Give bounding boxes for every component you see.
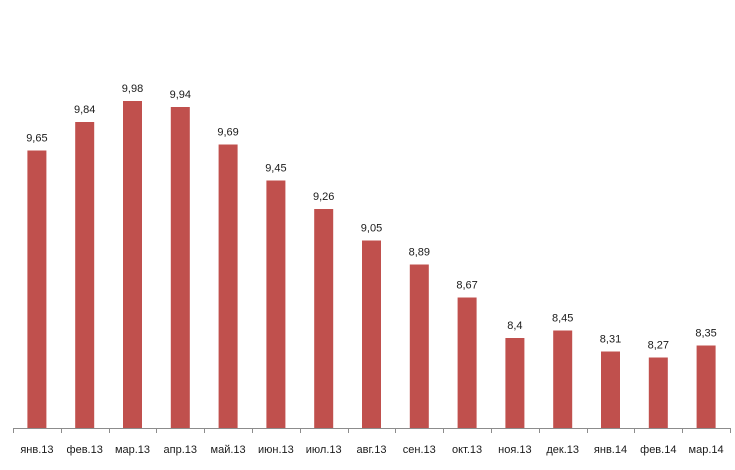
bar (266, 180, 286, 428)
x-tick-label: авг.13 (357, 444, 387, 456)
bar-value-label: 8,4 (507, 320, 522, 332)
bar-value-label: 8,89 (409, 247, 430, 259)
x-tick-label: янв.14 (594, 444, 627, 456)
bar-value-label: 9,84 (74, 104, 95, 116)
value-labels-layer: 9,65 9,84 9,98 9,94 9,69 9,45 9,26 9,05 8,89 8,67… (26, 83, 717, 352)
x-tick-label: дек.13 (546, 444, 579, 456)
bar-value-label: 9,45 (265, 163, 286, 175)
bar (75, 122, 95, 428)
bar (457, 297, 477, 428)
bar (409, 264, 429, 428)
bar (696, 345, 716, 428)
bar-value-label: 9,94 (170, 89, 191, 101)
bar (123, 101, 142, 428)
x-tick-label: мар.14 (689, 444, 724, 456)
x-tick-label: фев.13 (67, 444, 103, 456)
bar-value-label: 8,45 (552, 313, 573, 325)
bar-value-label: 8,27 (648, 340, 669, 352)
x-tick-label: май.13 (211, 444, 246, 456)
x-tick-label: окт.13 (452, 444, 482, 456)
bar (362, 240, 381, 428)
bar-value-label: 8,67 (456, 280, 477, 292)
bar (553, 330, 573, 428)
x-tick-label: сен.13 (403, 444, 436, 456)
x-tick-label: июл.13 (306, 444, 342, 456)
x-tick-label: мар.13 (115, 444, 150, 456)
bar (170, 107, 190, 428)
bar (648, 357, 668, 428)
x-tick-label: фев.14 (640, 444, 676, 456)
x-ticks-layer (13, 428, 731, 433)
x-tick-label: янв.13 (20, 444, 53, 456)
bar-value-label: 9,98 (122, 83, 143, 95)
bar-value-label: 9,69 (217, 127, 238, 139)
bar (218, 144, 238, 428)
bar-value-label: 8,35 (695, 328, 716, 340)
bar-value-label: 9,05 (361, 223, 382, 235)
x-tick-labels-layer: янв.13 фев.13 мар.13 апр.13 май.13 июн.13 июл.… (20, 444, 723, 456)
bar (314, 209, 334, 428)
bar (505, 338, 525, 428)
bar-value-label: 9,26 (313, 191, 334, 203)
x-tick-label: апр.13 (164, 444, 197, 456)
bar (601, 351, 620, 428)
bar (27, 150, 47, 428)
x-tick-label: июн.13 (258, 444, 294, 456)
bars-layer (27, 101, 716, 428)
bar-value-label: 9,65 (26, 133, 47, 145)
x-tick-label: ноя.13 (498, 444, 531, 456)
bar-value-label: 8,31 (600, 334, 621, 346)
